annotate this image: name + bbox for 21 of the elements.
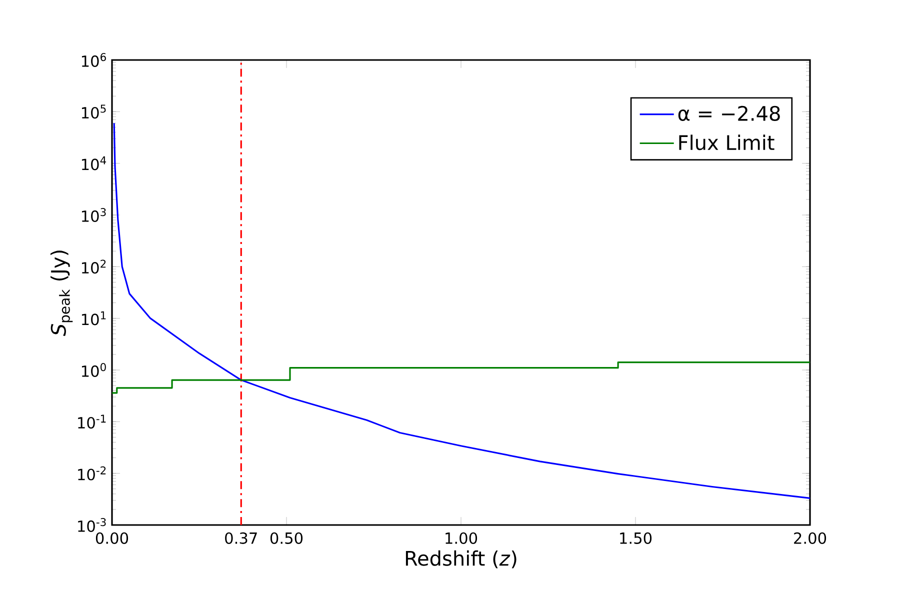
x-tick-label: 0.50: [270, 532, 303, 544]
legend-label: α = −2.48: [678, 106, 780, 121]
y-axis-title: S$_{peak}$ (Jy): [50, 250, 73, 336]
y-tick-label: 10$^{-2}$: [78, 466, 106, 480]
line-series: [113, 122, 810, 500]
x-tick-label: 0.00: [96, 532, 128, 544]
x-tick-label: 1.00: [446, 532, 478, 544]
y-tick-label: 10$^{3}$: [82, 208, 106, 222]
y-tick-label: 10$^{5}$: [82, 104, 106, 119]
x-tick-label: 0.37: [225, 532, 257, 544]
y-tick-label: 10$^{6}$: [82, 53, 106, 67]
x-tick-label: 2.00: [794, 532, 826, 544]
y-tick-label: 10$^{4}$: [82, 156, 106, 170]
y-tick-label: 10$^{-1}$: [78, 414, 106, 429]
y-tick-label: 10$^{0}$: [82, 363, 106, 377]
y-tick-label: 10$^{1}$: [82, 311, 106, 326]
y-tick-label: 10$^{-3}$: [78, 518, 106, 532]
y-tick-label: 10$^{2}$: [82, 260, 106, 274]
legend-label: Flux Limit: [679, 134, 774, 150]
x-axis-title: Redshift (z): [406, 550, 516, 568]
x-tick-label: 1.50: [620, 532, 652, 544]
